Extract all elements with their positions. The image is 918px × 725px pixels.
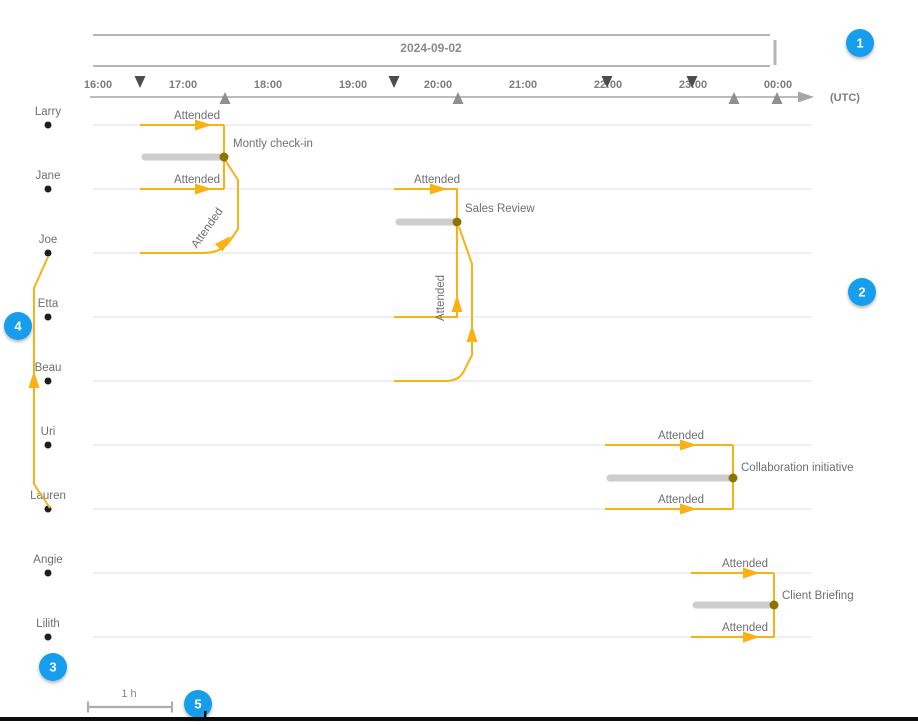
person-name: Etta [38, 298, 59, 310]
person-name: Beau [35, 362, 62, 374]
event-label: Sales Review [465, 203, 535, 215]
time-axis: 16:00 17:00 18:00 19:00 20:00 21:00 22:0… [84, 76, 860, 104]
attended-label: Attended [174, 110, 220, 122]
person-dot [44, 313, 52, 321]
person-name: Uri [41, 426, 56, 438]
event-start-marker-icon [686, 76, 698, 88]
callout-1[interactable]: 1 [846, 29, 874, 57]
attended-label: Attended [658, 494, 704, 506]
person-name: Larry [35, 106, 61, 118]
scale-bar: 1 h [86, 688, 174, 713]
tick-19: 19:00 [339, 79, 367, 91]
event-sales-review: Sales Review Attended Attended [394, 174, 535, 382]
person-dot [44, 185, 52, 193]
people-rows: Larry Jane Joe Etta Beau Uri [30, 106, 812, 641]
tick-16: 16:00 [84, 79, 112, 91]
callout-number: 5 [194, 697, 201, 712]
event-start-marker-icon [388, 76, 400, 88]
event-end-marker-icon [728, 92, 740, 104]
event-label: Montly check-in [233, 138, 313, 150]
event-dot[interactable] [452, 217, 462, 227]
attended-arrow-icon [451, 295, 463, 312]
attended-label: Attended [414, 174, 460, 186]
tick-17: 17:00 [169, 79, 197, 91]
callout-number: 3 [49, 660, 56, 675]
callout-2[interactable]: 2 [848, 278, 876, 306]
person-name: Angie [33, 554, 62, 566]
attended-label: Attended [174, 174, 220, 186]
event-dot[interactable] [219, 152, 229, 162]
callout-circle[interactable] [4, 312, 32, 340]
callout-circle[interactable] [848, 278, 876, 306]
attended-arrow-icon [680, 439, 697, 451]
attended-label: Attended [658, 430, 704, 442]
callout-number: 4 [14, 319, 22, 334]
attended-arrow-icon [214, 236, 231, 252]
callout-circle[interactable] [39, 653, 67, 681]
event-end-marker-icon [219, 92, 231, 104]
event-dot[interactable] [769, 600, 779, 610]
person-name: Jane [36, 170, 61, 182]
person-row-joe: Joe [39, 234, 812, 257]
link-arrow-icon [28, 371, 40, 388]
event-label: Client Briefing [782, 590, 854, 602]
utc-label: (UTC) [830, 92, 860, 104]
axis-arrow-icon [798, 91, 814, 103]
attended-label: Attended [722, 558, 768, 570]
bottom-edge-tick [204, 711, 207, 718]
event-start-marker-icon [601, 76, 613, 88]
attendance-line-curved [394, 226, 473, 382]
person-name: Lilith [36, 618, 60, 630]
person-dot [44, 121, 52, 129]
event-collaboration-initiative: Collaboration initiative Attended Attend… [605, 430, 854, 515]
callout-4[interactable]: 4 [4, 312, 32, 340]
event-start-marker-icon [134, 76, 146, 88]
attended-label-rotated: Attended [435, 275, 447, 321]
tick-21: 21:00 [509, 79, 537, 91]
link-lauren-to-joe [28, 256, 51, 509]
person-dot [44, 633, 52, 641]
callout-circle[interactable] [846, 29, 874, 57]
person-dot [44, 377, 52, 385]
scale-label: 1 h [121, 688, 136, 700]
person-name: Lauren [30, 490, 66, 502]
callout-number: 2 [858, 285, 865, 300]
event-end-marker-icon [771, 92, 783, 104]
attended-arrow-icon [430, 183, 447, 195]
person-dot [44, 249, 52, 257]
attendance-lines [394, 188, 458, 318]
person-dot [44, 441, 52, 449]
attended-arrow-icon [743, 567, 760, 579]
attended-arrow-icon [195, 183, 212, 195]
event-client-briefing: Client Briefing Attended Attended [691, 558, 854, 643]
person-name: Joe [39, 234, 58, 246]
attended-arrow-icon [195, 119, 212, 131]
event-label: Collaboration initiative [741, 462, 854, 474]
person-dot [44, 569, 52, 577]
tick-20: 20:00 [424, 79, 452, 91]
event-dot[interactable] [728, 473, 738, 483]
bottom-border-line [0, 717, 918, 721]
callout-number: 1 [856, 36, 863, 51]
tick-00: 00:00 [764, 79, 792, 91]
attended-label: Attended [722, 622, 768, 634]
bottom-edge [0, 711, 918, 721]
callout-3[interactable]: 3 [39, 653, 67, 681]
event-end-marker-icon [452, 92, 464, 104]
date-range-bracket: 2024-09-02 [93, 34, 777, 67]
attended-arrow-icon [680, 503, 697, 515]
attended-arrow-icon [743, 631, 760, 643]
attended-arrow-icon [466, 325, 478, 342]
date-label: 2024-09-02 [400, 41, 462, 55]
tick-18: 18:00 [254, 79, 282, 91]
callout-5[interactable]: 5 [184, 690, 212, 718]
event-montly-check-in: Montly check-in Attended Attended Attend… [140, 110, 313, 254]
